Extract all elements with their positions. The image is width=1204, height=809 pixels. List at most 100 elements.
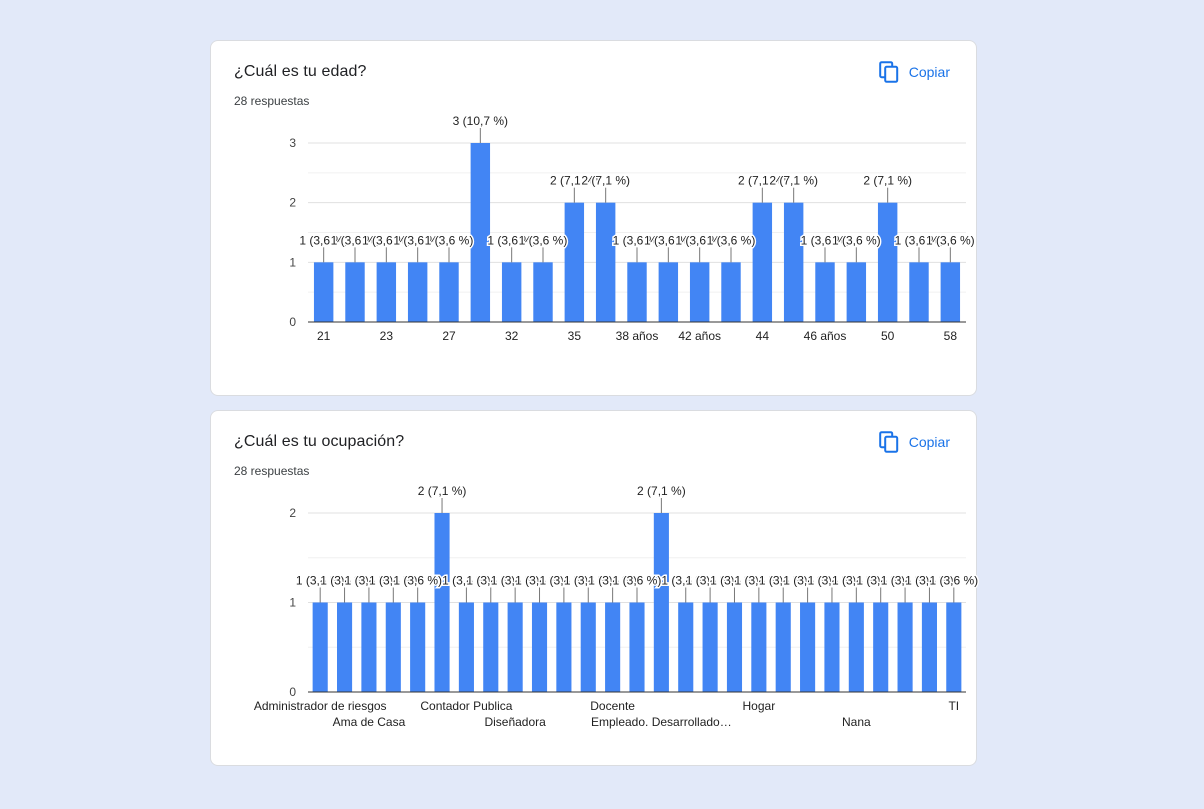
data-label: 2 (7,1 %): [550, 174, 599, 188]
data-label: 1 (3,6 %): [362, 233, 411, 247]
data-label: 1 (3,6 %): [466, 574, 515, 588]
copy-button[interactable]: Copiar: [878, 61, 950, 83]
question-title: ¿Cuál es tu edad?: [234, 63, 367, 80]
data-label: 1 (3,6 %): [487, 233, 536, 247]
data-label: 1 (3,6 %): [895, 233, 944, 247]
data-label: 2 (7,1 %): [863, 174, 912, 188]
data-label: 1 (3,6 %): [613, 233, 662, 247]
data-label: 1 (3,6 %): [856, 574, 905, 588]
bar: [580, 602, 596, 692]
bar: [873, 602, 889, 692]
data-label: 2 (7,1 %): [418, 484, 467, 498]
data-label: 2 (7,1 %): [769, 174, 818, 188]
data-label: 2 (7,1 %): [637, 484, 686, 498]
bar: [702, 602, 718, 692]
data-label: 1 (3,6 %): [331, 233, 380, 247]
x-tick-label: TI: [948, 699, 959, 713]
bar: [627, 262, 647, 322]
bar: [897, 602, 913, 692]
bar: [410, 602, 426, 692]
copy-button-label: Copiar: [908, 434, 950, 450]
data-label: 1 (3,6 %): [564, 574, 613, 588]
bar: [783, 202, 804, 322]
bar: [721, 262, 741, 322]
data-label: 1 (3,6 %): [661, 574, 710, 588]
x-tick-label: Docente: [590, 699, 635, 713]
bar: [595, 202, 616, 322]
data-label: 1 (3,6 %): [519, 233, 568, 247]
data-label: 1 (3,6 %): [905, 574, 954, 588]
bar: [846, 262, 867, 322]
data-label: 2 (7,1 %): [738, 174, 787, 188]
x-tick-label: Administrador de riesgos: [254, 699, 387, 713]
data-label: 1 (3,6 %): [369, 574, 418, 588]
data-label: 1 (3,6 %): [299, 233, 348, 247]
data-label: 1 (3,6 %): [735, 574, 784, 588]
x-tick-label: Nana: [842, 715, 871, 729]
data-label: 1 (3,6 %): [540, 574, 589, 588]
question-title: ¿Cuál es tu ocupación?: [234, 433, 405, 450]
bar: [689, 262, 710, 322]
copy-button-label: Copiar: [908, 64, 950, 80]
data-label: 1 (3,6 %): [707, 233, 756, 247]
data-label: 1 (3,6 %): [710, 574, 759, 588]
question-card-occupation: ¿Cuál es tu ocupación? 28 respuestas Cop…: [210, 410, 980, 766]
bar: [824, 602, 840, 692]
copy-button[interactable]: Copiar: [878, 431, 950, 453]
data-label: 1 (3,6 %): [393, 233, 442, 247]
y-tick-label: 1: [289, 255, 296, 269]
bar: [629, 602, 645, 692]
bar: [533, 262, 553, 322]
bar: [946, 602, 962, 692]
data-label: 1 (3,6 %): [345, 574, 394, 588]
data-label: 1 (3,6 %): [515, 574, 564, 588]
x-tick-label: 23: [380, 329, 394, 343]
response-count: 28 respuestas: [234, 464, 310, 478]
bar: [361, 602, 377, 692]
data-label: 1 (3,6 %): [588, 574, 637, 588]
data-label: 1 (3,6 %): [425, 233, 474, 247]
x-tick-label: Ama de Casa: [333, 715, 406, 729]
data-label: 1 (3,6 %): [832, 574, 881, 588]
bar: [564, 202, 585, 322]
bar: [507, 602, 523, 692]
bar: [726, 602, 743, 692]
bar: [345, 262, 365, 322]
data-label: 1 (3,6 %): [442, 574, 491, 588]
bar: [848, 602, 864, 692]
bar: [458, 602, 474, 692]
data-label: 1 (3,6 %): [759, 574, 808, 588]
x-tick-label: 42 años: [678, 329, 721, 343]
data-label: 1 (3,6 %): [783, 574, 832, 588]
y-tick-label: 0: [289, 685, 296, 699]
bar: [653, 513, 669, 692]
copy-icon: [878, 61, 898, 83]
x-tick-label: Diseñadora: [484, 715, 546, 729]
data-label: 3 (10,7 %): [453, 114, 508, 128]
x-tick-label: 58: [944, 329, 958, 343]
copy-icon: [878, 431, 898, 453]
x-tick-label: Hogar: [743, 699, 776, 713]
data-label: 1 (3,6 %): [393, 574, 442, 588]
question-card-age: ¿Cuál es tu edad? 28 respuestas Copiar 0…: [210, 40, 977, 396]
bar: [815, 262, 835, 322]
bar: [337, 602, 353, 692]
bar: [385, 602, 401, 692]
x-tick-label: 50: [881, 329, 895, 343]
bar: [312, 602, 328, 692]
x-tick-label: 38 años: [616, 329, 659, 343]
bar: [751, 602, 767, 692]
data-label: 1 (3,6 %): [801, 233, 850, 247]
x-tick-label: Empleado. Desarrollado…: [591, 715, 732, 729]
data-label: 1 (3,6 %): [296, 574, 345, 588]
bar: [909, 262, 929, 322]
x-tick-label: 27: [442, 329, 456, 343]
bar: [439, 262, 459, 322]
bar: [752, 202, 773, 322]
data-label: 1 (3,6 %): [644, 233, 693, 247]
bar: [407, 262, 428, 322]
data-label: 1 (3,6 %): [926, 233, 975, 247]
data-label: 1 (3,6 %): [613, 574, 662, 588]
data-label: 1 (3,6 %): [808, 574, 857, 588]
